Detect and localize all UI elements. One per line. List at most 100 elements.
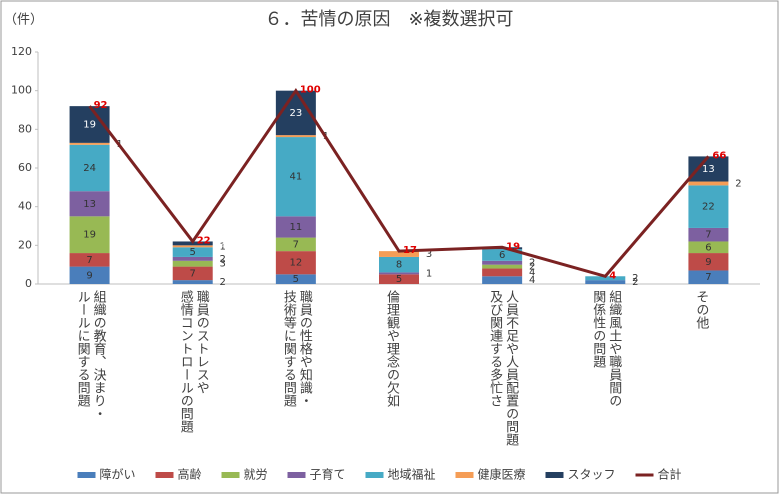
bar-segment xyxy=(379,256,419,273)
x-tick-label: その他 xyxy=(693,290,709,329)
chart-title: ６．苦情の原因 ※複数選択可 xyxy=(264,9,513,30)
bar-segment xyxy=(482,276,523,284)
data-label: 23 xyxy=(289,108,302,119)
data-label: 1 xyxy=(529,243,535,254)
data-label: 11 xyxy=(289,222,302,233)
bar-segment xyxy=(688,227,729,242)
bar-segment xyxy=(172,280,213,284)
data-label: 24 xyxy=(83,163,96,174)
bar-segment xyxy=(482,264,523,269)
bar-segment xyxy=(275,237,316,252)
legend-swatch xyxy=(365,472,384,478)
bar-segment xyxy=(379,274,419,284)
bar-segment xyxy=(69,266,110,284)
bar-segment xyxy=(275,274,316,284)
legend-label: 障がい xyxy=(100,467,136,482)
data-label: 2 xyxy=(529,262,535,273)
data-label: 7 xyxy=(86,255,92,266)
bar-segment xyxy=(69,142,110,145)
total-label: 92 xyxy=(94,100,108,111)
bar-segment xyxy=(688,253,729,271)
x-tick-label: 職員のストレスや 感情コントロールの問題 xyxy=(177,290,209,433)
total-label: 100 xyxy=(300,85,321,96)
total-label: 22 xyxy=(197,235,211,246)
data-label: 1 xyxy=(426,268,432,279)
bar-segment xyxy=(275,137,316,217)
data-label: 3 xyxy=(426,249,432,260)
data-label: 22 xyxy=(702,202,715,213)
legend-label: 合計 xyxy=(658,467,682,482)
data-label: 19 xyxy=(83,230,96,241)
y-tick-label: 40 xyxy=(18,200,32,213)
bar-segment xyxy=(482,260,523,265)
bar-segment xyxy=(172,245,213,248)
bar-segment xyxy=(172,256,213,261)
y-tick-label: 100 xyxy=(11,84,32,97)
data-label: 2 xyxy=(735,178,741,189)
bar-segment xyxy=(688,156,729,182)
bar-segment xyxy=(172,247,213,257)
data-label: 2 xyxy=(220,277,226,288)
data-label: 4 xyxy=(529,275,535,286)
bar-segment xyxy=(69,144,110,192)
bar-segment xyxy=(69,191,110,217)
data-label: 41 xyxy=(289,172,302,183)
data-label: 9 xyxy=(86,270,92,281)
total-line xyxy=(88,87,710,278)
data-label: 2 xyxy=(220,254,226,265)
data-label: 5 xyxy=(396,274,402,285)
x-tick-label: 組織の教育、決まり・ ルールに関する問題 xyxy=(74,290,106,420)
data-label: 5 xyxy=(190,247,196,258)
total-label: 17 xyxy=(403,245,417,256)
bar-segment xyxy=(688,185,729,228)
bar-segment xyxy=(482,268,523,277)
bar-segment xyxy=(275,216,316,238)
y-axis-label: （件） xyxy=(4,13,43,28)
bar-segment xyxy=(69,216,110,254)
bar-segment xyxy=(275,251,316,275)
bar-segment xyxy=(275,135,316,138)
x-tick-label: 人員不足や人員配置の問題 及び関連する多忙さ xyxy=(487,290,519,446)
bar-segment xyxy=(379,272,419,275)
data-label: 1 xyxy=(220,241,226,252)
y-tick-label: 20 xyxy=(18,238,32,251)
data-label: 2 xyxy=(632,277,638,288)
total-label: 19 xyxy=(506,241,520,252)
data-label: 19 xyxy=(83,120,96,131)
legend-swatch xyxy=(455,472,474,478)
legend-swatch xyxy=(287,472,306,478)
data-label: 6 xyxy=(705,242,711,253)
legend-label: 健康医療 xyxy=(478,467,526,482)
data-label: 5 xyxy=(293,274,299,285)
data-label: 6 xyxy=(499,250,505,261)
data-label: 2 xyxy=(220,238,226,249)
bar-segment xyxy=(482,249,523,261)
data-label: 3 xyxy=(220,259,226,270)
legend-label: 就労 xyxy=(244,468,268,482)
data-label: 4 xyxy=(529,267,535,278)
total-label: 4 xyxy=(609,270,616,281)
legend-swatch xyxy=(221,472,240,478)
data-label: 7 xyxy=(293,239,299,250)
bar-segment xyxy=(379,251,419,257)
bar-segment xyxy=(688,270,729,284)
bar-segment xyxy=(172,266,213,281)
bar-segment xyxy=(688,241,729,254)
bar-segment xyxy=(688,181,729,186)
total-label: 66 xyxy=(712,150,726,161)
y-tick-label: 120 xyxy=(11,45,32,58)
data-label: 13 xyxy=(702,164,715,175)
legend-swatch xyxy=(77,472,96,478)
y-tick-label: 0 xyxy=(25,277,32,290)
y-tick-label: 60 xyxy=(18,161,32,174)
legend-label: スタッフ xyxy=(568,468,616,482)
data-label: 9 xyxy=(705,257,711,268)
legend-label: 高齢 xyxy=(178,467,202,482)
y-tick-label: 80 xyxy=(18,122,32,135)
legend-label: 子育て xyxy=(310,467,346,482)
legend-swatch xyxy=(155,472,174,478)
data-label: 12 xyxy=(289,258,302,269)
